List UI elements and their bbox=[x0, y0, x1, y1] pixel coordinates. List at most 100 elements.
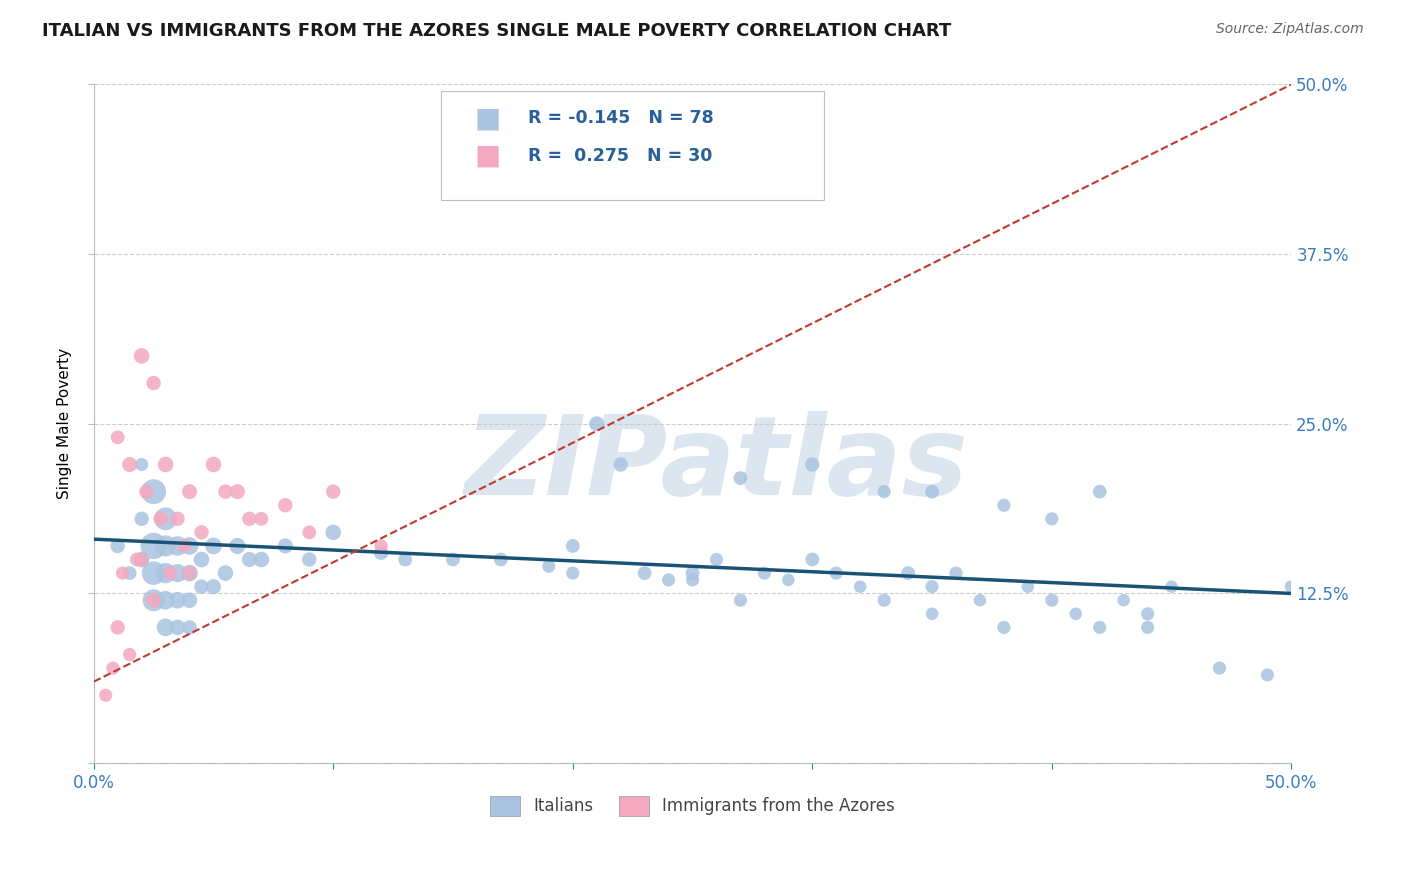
Point bbox=[778, 573, 800, 587]
Text: R =  0.275   N = 30: R = 0.275 N = 30 bbox=[529, 146, 713, 165]
Point bbox=[166, 566, 188, 580]
Point bbox=[849, 580, 872, 594]
Point bbox=[1040, 512, 1063, 526]
Text: ZIPatlas: ZIPatlas bbox=[464, 411, 969, 518]
Point bbox=[945, 566, 967, 580]
Point bbox=[706, 552, 728, 566]
Text: ■: ■ bbox=[475, 142, 501, 169]
Point bbox=[142, 593, 165, 607]
Point bbox=[609, 458, 631, 472]
Point bbox=[107, 620, 129, 634]
Point bbox=[125, 552, 148, 566]
Point bbox=[118, 648, 141, 662]
Point bbox=[370, 539, 392, 553]
Point bbox=[921, 580, 943, 594]
Point bbox=[1064, 607, 1087, 621]
Point bbox=[274, 539, 297, 553]
Point bbox=[1112, 593, 1135, 607]
Point bbox=[179, 620, 201, 634]
Point bbox=[166, 593, 188, 607]
Point bbox=[226, 539, 249, 553]
Point bbox=[1136, 607, 1159, 621]
Point bbox=[537, 559, 560, 574]
Y-axis label: Single Male Poverty: Single Male Poverty bbox=[58, 348, 72, 500]
Text: ITALIAN VS IMMIGRANTS FROM THE AZORES SINGLE MALE POVERTY CORRELATION CHART: ITALIAN VS IMMIGRANTS FROM THE AZORES SI… bbox=[42, 22, 952, 40]
Point bbox=[101, 661, 124, 675]
Point bbox=[226, 484, 249, 499]
Point bbox=[394, 552, 416, 566]
Point bbox=[969, 593, 991, 607]
Point bbox=[179, 539, 201, 553]
Point bbox=[754, 566, 776, 580]
Point bbox=[801, 458, 824, 472]
Point bbox=[190, 525, 212, 540]
Point bbox=[107, 539, 129, 553]
Point bbox=[1088, 620, 1111, 634]
Point bbox=[118, 458, 141, 472]
Point bbox=[873, 484, 896, 499]
Point bbox=[1017, 580, 1039, 594]
Point bbox=[155, 593, 177, 607]
Point bbox=[202, 580, 225, 594]
Point bbox=[250, 552, 273, 566]
Point bbox=[131, 552, 153, 566]
Point bbox=[658, 573, 681, 587]
Point bbox=[633, 566, 655, 580]
Point bbox=[149, 512, 172, 526]
Point bbox=[142, 566, 165, 580]
Point bbox=[155, 458, 177, 472]
Text: ■: ■ bbox=[475, 104, 501, 132]
Point bbox=[825, 566, 848, 580]
Point bbox=[489, 552, 512, 566]
Point bbox=[155, 566, 177, 580]
Point bbox=[322, 484, 344, 499]
Point bbox=[585, 417, 607, 431]
Point bbox=[1160, 580, 1182, 594]
Text: R = -0.145   N = 78: R = -0.145 N = 78 bbox=[529, 110, 714, 128]
Point bbox=[730, 593, 752, 607]
Point bbox=[155, 512, 177, 526]
Point bbox=[238, 552, 260, 566]
Point bbox=[155, 620, 177, 634]
Point bbox=[173, 539, 195, 553]
Point bbox=[897, 566, 920, 580]
Point bbox=[131, 552, 153, 566]
Point bbox=[370, 546, 392, 560]
Point bbox=[322, 525, 344, 540]
Point bbox=[155, 539, 177, 553]
Point bbox=[179, 593, 201, 607]
Point bbox=[298, 525, 321, 540]
Point bbox=[921, 607, 943, 621]
Point bbox=[801, 552, 824, 566]
Point bbox=[1040, 593, 1063, 607]
Point bbox=[131, 349, 153, 363]
Point bbox=[166, 620, 188, 634]
Point bbox=[179, 566, 201, 580]
Point bbox=[131, 512, 153, 526]
Point bbox=[142, 484, 165, 499]
Point bbox=[682, 566, 704, 580]
Point bbox=[202, 539, 225, 553]
Point bbox=[1136, 620, 1159, 634]
Point bbox=[142, 376, 165, 390]
Point bbox=[135, 484, 157, 499]
Point bbox=[214, 566, 236, 580]
Point bbox=[94, 688, 117, 702]
Point bbox=[166, 539, 188, 553]
Point bbox=[118, 566, 141, 580]
Point bbox=[1256, 668, 1278, 682]
FancyBboxPatch shape bbox=[441, 91, 824, 200]
Point bbox=[107, 430, 129, 444]
Point bbox=[274, 498, 297, 512]
Point bbox=[682, 573, 704, 587]
Point bbox=[238, 512, 260, 526]
Point bbox=[298, 552, 321, 566]
Point bbox=[179, 484, 201, 499]
Point bbox=[142, 539, 165, 553]
Point bbox=[730, 471, 752, 485]
Point bbox=[993, 620, 1015, 634]
Point bbox=[1279, 580, 1302, 594]
Point bbox=[159, 566, 181, 580]
Point bbox=[142, 593, 165, 607]
Point bbox=[111, 566, 134, 580]
